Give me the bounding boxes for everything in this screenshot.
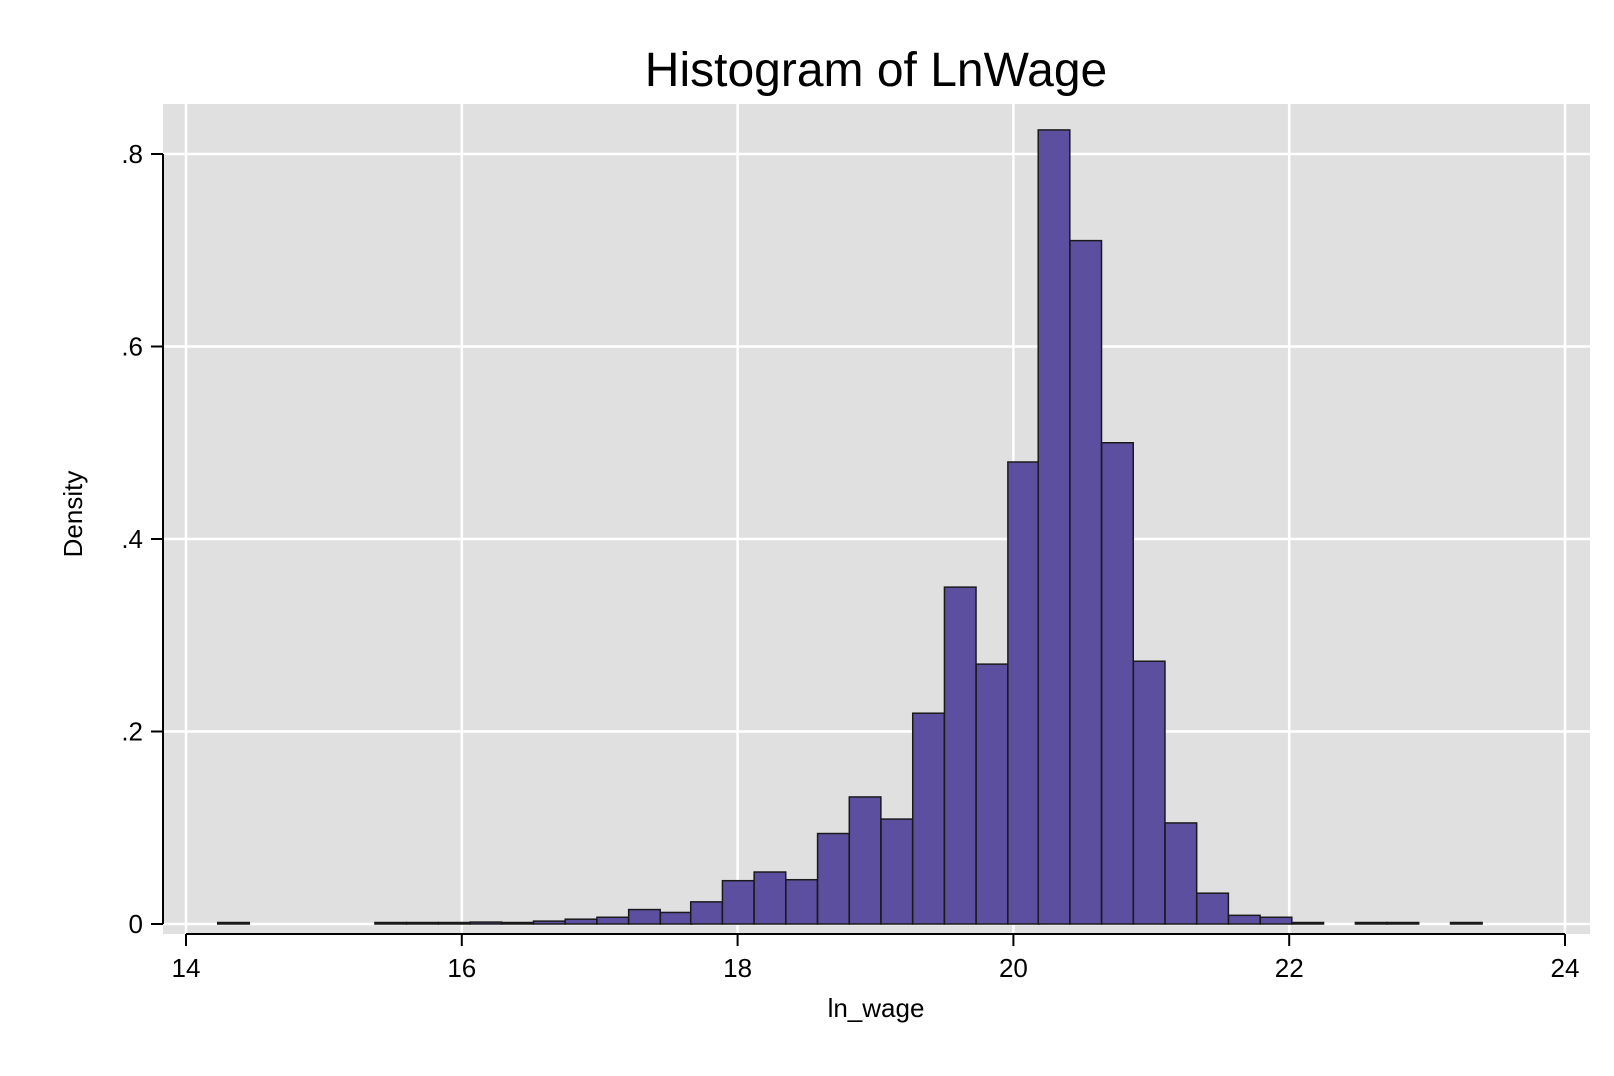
histogram-bar bbox=[596, 916, 630, 925]
histogram-bar bbox=[374, 921, 408, 925]
y-tick-label: .2 bbox=[121, 717, 143, 747]
histogram-bar bbox=[785, 878, 819, 925]
histogram-bar bbox=[1132, 660, 1166, 925]
axes: 0 .2 .4 .6 .8 14 16 18 20 22 24 bbox=[121, 139, 1579, 983]
histogram-bar bbox=[437, 921, 471, 925]
x-tick-label: 22 bbox=[1275, 953, 1304, 983]
y-tick-label: 0 bbox=[129, 909, 143, 939]
x-tick-label: 20 bbox=[999, 953, 1028, 983]
histogram-bar bbox=[975, 663, 1009, 925]
y-tick-label: .8 bbox=[121, 139, 143, 169]
y-tick-label: .6 bbox=[121, 332, 143, 362]
histogram-bar bbox=[689, 901, 724, 925]
histogram-bar bbox=[1259, 916, 1293, 925]
grid-lines bbox=[163, 104, 1590, 934]
histogram-bar bbox=[911, 712, 946, 925]
histogram-bar bbox=[1354, 921, 1388, 925]
histogram-bar bbox=[1069, 239, 1103, 925]
histogram-bar bbox=[1227, 914, 1261, 925]
histogram-bar bbox=[721, 879, 755, 925]
y-axis-label: Density bbox=[58, 471, 88, 558]
histogram-bar bbox=[532, 920, 566, 925]
histogram-bar bbox=[1196, 892, 1230, 925]
x-tick-label: 14 bbox=[172, 953, 201, 983]
histogram-bar bbox=[627, 908, 661, 925]
bars bbox=[216, 129, 1483, 925]
chart-title: Histogram of LnWage bbox=[645, 44, 1107, 97]
plot-background bbox=[163, 104, 1590, 934]
histogram-bar bbox=[659, 911, 693, 925]
histogram-bar bbox=[405, 921, 439, 925]
x-tick-label: 16 bbox=[447, 953, 476, 983]
x-tick-label: 24 bbox=[1551, 953, 1580, 983]
histogram-bar bbox=[1100, 442, 1134, 925]
x-tick-label: 18 bbox=[723, 953, 752, 983]
histogram-bar bbox=[848, 796, 882, 925]
histogram-bar bbox=[216, 921, 251, 925]
histogram-bar bbox=[1386, 921, 1420, 925]
histogram-bar bbox=[1449, 921, 1483, 925]
histogram-bar bbox=[1291, 921, 1325, 925]
histogram-bar bbox=[880, 818, 914, 925]
histogram-bar bbox=[1164, 822, 1198, 925]
x-axis-label: ln_wage bbox=[828, 993, 925, 1023]
y-tick-label: .4 bbox=[121, 524, 143, 554]
histogram-bar bbox=[753, 871, 787, 925]
histogram-bar bbox=[1007, 461, 1041, 925]
histogram-bar bbox=[501, 921, 535, 925]
histogram-bar bbox=[816, 832, 850, 925]
histogram-bar bbox=[469, 921, 503, 925]
histogram-bar bbox=[564, 918, 598, 925]
histogram-bar bbox=[1037, 129, 1071, 925]
histogram-bar bbox=[943, 586, 977, 925]
